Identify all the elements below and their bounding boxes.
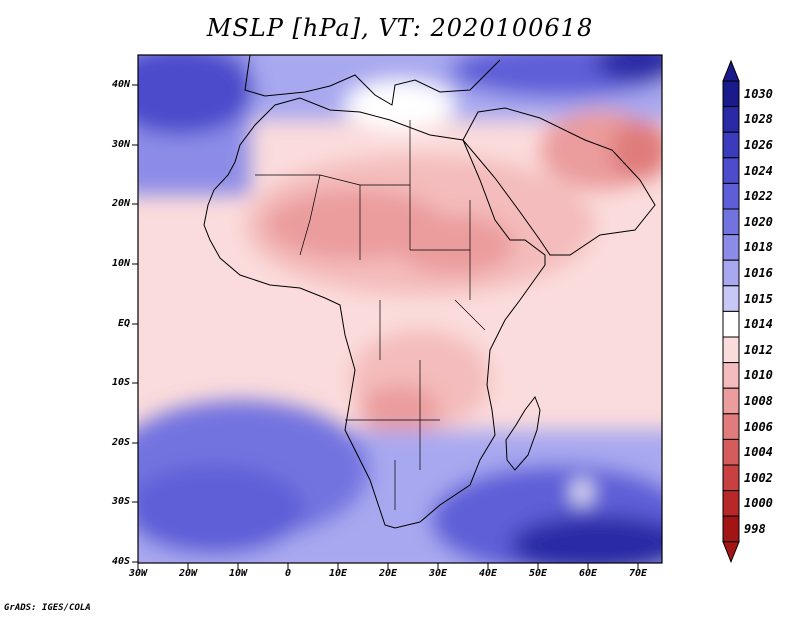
colorbar-swatch-1022 [722,182,740,210]
lon-label-50e: 50E [528,568,548,579]
colorbar-label-1016: 1016 [744,266,773,280]
lon-label-10e: 10E [328,568,348,579]
lat-label-30s: 30S [111,496,130,507]
borders [255,120,486,510]
lat-label-10s: 10S [111,377,130,388]
azores-high-core [138,55,255,135]
colorbar-swatch-1012 [722,336,740,364]
colorbar-label-1012: 1012 [744,342,773,357]
colorbar-top-arrow [722,59,740,82]
asia-high-core [595,55,662,82]
lat-label-eq: EQ [117,318,130,329]
pressure-field [138,55,662,563]
credit-text: GrADS: IGES/COLA [4,603,91,613]
lon-label-70e: 70E [628,568,648,579]
colorbar-label-1014: 1014 [744,317,773,332]
colorbar-swatch-1010 [722,362,740,389]
colorbar-label-1002: 1002 [744,470,773,485]
colorbar-label-1022: 1022 [744,189,773,204]
colorbar [722,59,740,564]
axis-ticks [132,84,639,569]
sudan-low [395,215,515,275]
small-low-madagascar-south [573,480,591,504]
colorbar-swatch-1028 [722,106,740,133]
colorbar-swatch-1000 [722,490,740,517]
colorbar-label-1026: 1026 [744,138,773,152]
colorbar-label-1030: 1030 [744,86,773,101]
colorbar-swatch-1015 [722,285,740,312]
lat-label-40s: 40S [111,556,130,567]
colorbar-label-1004: 1004 [744,445,773,460]
europe-outline [244,55,501,106]
med-ridge [345,80,455,130]
colorbar-swatch-1014 [722,310,740,338]
lon-label-20w: 20W [178,568,198,579]
colorbar-swatch-1004 [722,438,740,466]
colorbar-swatch-1026 [722,131,740,159]
lat-label-10n: 10N [111,258,130,269]
colorbar-label-1006: 1006 [744,419,773,434]
lon-label-30w: 30W [128,568,148,579]
st-helena-high [138,465,305,555]
lat-label-20s: 20S [111,437,130,448]
map-title: MSLP [hPa], VT: 2020100618 [206,14,594,42]
colorbar-swatch-1016 [722,259,740,287]
colorbar-swatch-1018 [722,234,740,261]
colorbar-swatch-1030 [722,80,740,108]
madagascar-outline [505,395,541,471]
arabia-outline [462,107,656,256]
colorbar-swatch-1002 [722,464,740,492]
lon-label-10w: 10W [228,568,248,579]
persia-low [610,120,662,180]
colorbar-swatch-1024 [722,157,740,184]
zambia-low [360,385,440,435]
mascarene-high-core [510,515,662,563]
lon-label-0: 0 [284,568,292,579]
colorbar-label-1018: 1018 [744,240,773,255]
lat-label-30n: 30N [111,139,130,150]
colorbar-label-998: 998 [744,522,766,536]
colorbar-label-1008: 1008 [744,394,773,408]
colorbar-label-1024: 1024 [744,163,773,178]
colorbar-swatch-1006 [722,413,740,440]
lat-label-20n: 20N [111,198,130,209]
colorbar-label-1015: 1015 [744,291,773,306]
lon-label-60e: 60E [578,568,598,579]
lon-label-30e: 30E [428,568,448,579]
colorbar-swatch-998 [722,515,740,543]
colorbar-bottom-arrow [722,541,740,564]
lon-label-20e: 20E [378,568,398,579]
colorbar-label-1010: 1010 [744,368,773,383]
colorbar-label-1000: 1000 [744,496,773,511]
lat-label-40n: 40N [111,79,130,90]
coastlines [203,55,656,529]
colorbar-label-1028: 1028 [744,112,773,127]
plot-frame [137,54,663,564]
colorbar-label-1020: 1020 [744,214,773,229]
colorbar-swatch-1020 [722,208,740,236]
lon-label-40e: 40E [478,568,498,579]
colorbar-swatch-1008 [722,387,740,415]
